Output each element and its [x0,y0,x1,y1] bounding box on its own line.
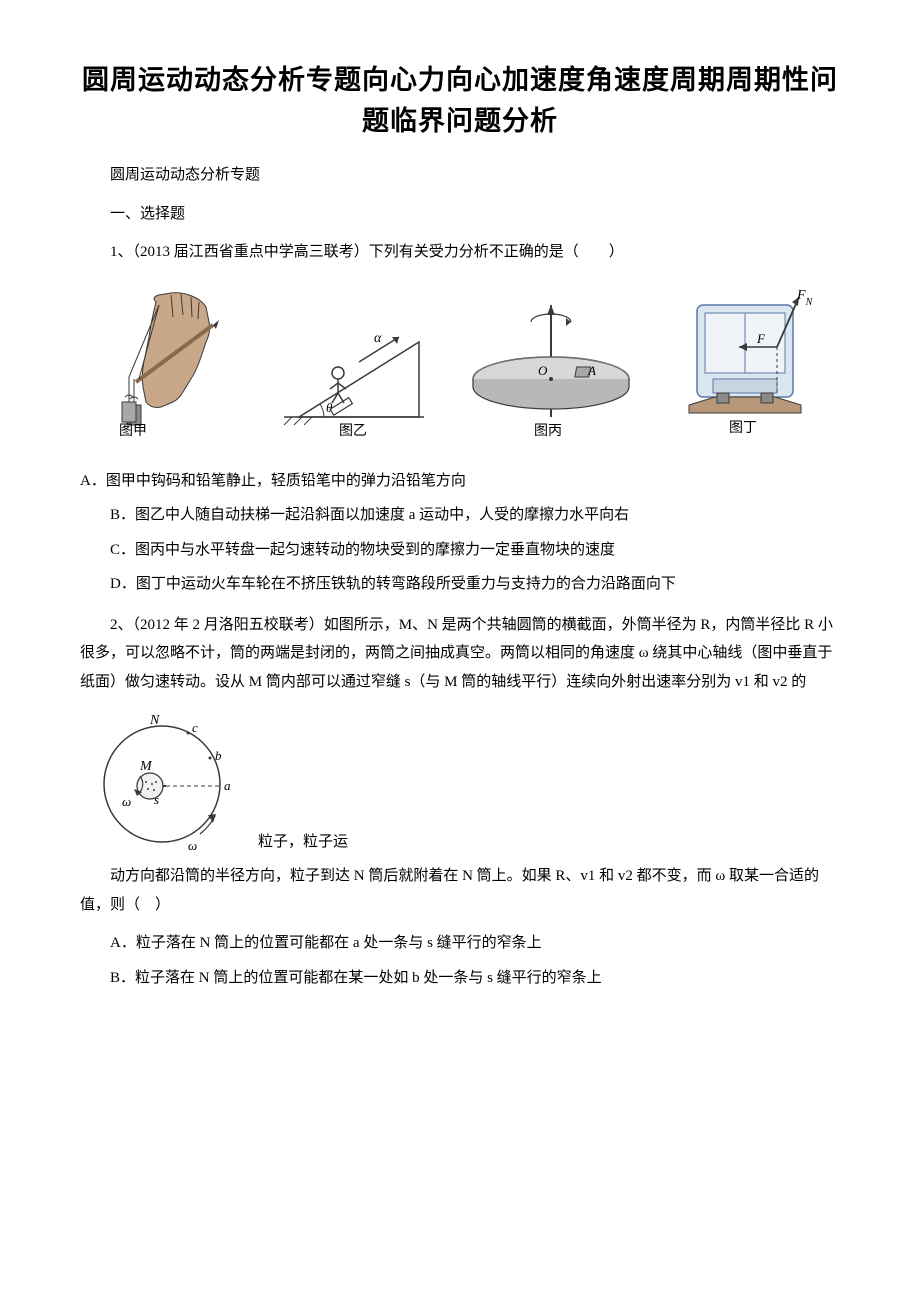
svg-text:α: α [374,331,382,346]
page-title: 圆周运动动态分析专题向心力向心加速度角速度周期周期性问题临界问题分析 [80,60,840,141]
q2-option-b: B．粒子落在 N 筒上的位置可能都在某一处如 b 处一条与 s 缝平行的窄条上 [80,964,840,993]
section-heading: 一、选择题 [80,200,840,229]
svg-text:图乙: 图乙 [339,423,367,437]
svg-text:图丙: 图丙 [534,424,562,437]
q2-option-a: A．粒子落在 N 筒上的位置可能都在 a 处一条与 s 缝平行的窄条上 [80,929,840,958]
q1-option-d: D．图丁中运动火车车轮在不挤压铁轨的转弯路段所受重力与支持力的合力沿路面向下 [80,570,840,599]
figure-jia: 图甲 [101,287,251,437]
q2-stem-part1: 2、（2012 年 2 月洛阳五校联考）如图所示，M、N 是两个共轴圆筒的横截面… [80,611,840,697]
q1-stem: 1、（2013 届江西省重点中学高三联考）下列有关受力分析不正确的是（ ） [80,238,840,267]
svg-text:N: N [149,713,160,728]
figure-ding-svg: FN F 图丁 [669,287,819,437]
figure-ding: FN F 图丁 [669,287,819,437]
svg-text:s: s [154,792,159,807]
svg-text:O: O [538,363,548,378]
svg-text:ω: ω [122,794,131,809]
svg-text:A: A [587,363,596,378]
svg-text:图丁: 图丁 [729,421,757,436]
svg-text:c: c [192,720,198,735]
figure-yi-svg: θ α 图乙 [274,307,434,437]
q2-stem-tail: 粒子，粒子运 [258,828,348,857]
figure-jia-svg: 图甲 [101,287,251,437]
q2-stem-part2: 动方向都沿筒的半径方向，粒子到达 N 筒后就附着在 N 筒上。如果 R、v1 和… [80,862,840,919]
svg-text:b: b [215,748,222,763]
svg-text:ω: ω [188,838,197,853]
figure-bing: O A 图丙 [456,297,646,437]
svg-text:a: a [224,778,231,793]
figure-bing-svg: O A 图丙 [456,297,646,437]
q2-figure-block: s a b c N M ω ω 粒子，粒子运 [80,706,840,856]
q1-figure-row: 图甲 θ α 图乙 [80,287,840,437]
svg-text:M: M [139,759,153,774]
subtitle: 圆周运动动态分析专题 [80,161,840,190]
svg-text:图甲: 图甲 [119,424,147,437]
q1-option-c: C．图丙中与水平转盘一起匀速转动的物块受到的摩擦力一定垂直物块的速度 [80,536,840,565]
svg-text:F: F [756,331,766,346]
figure-q2-svg: s a b c N M ω ω [80,706,250,856]
q1-option-a: A．图甲中钩码和铅笔静止，轻质铅笔中的弹力沿铅笔方向 [80,467,840,496]
svg-text:FN: FN [796,288,814,308]
q1-option-b: B．图乙中人随自动扶梯一起沿斜面以加速度 a 运动中，人受的摩擦力水平向右 [80,501,840,530]
figure-yi: θ α 图乙 [274,307,434,437]
